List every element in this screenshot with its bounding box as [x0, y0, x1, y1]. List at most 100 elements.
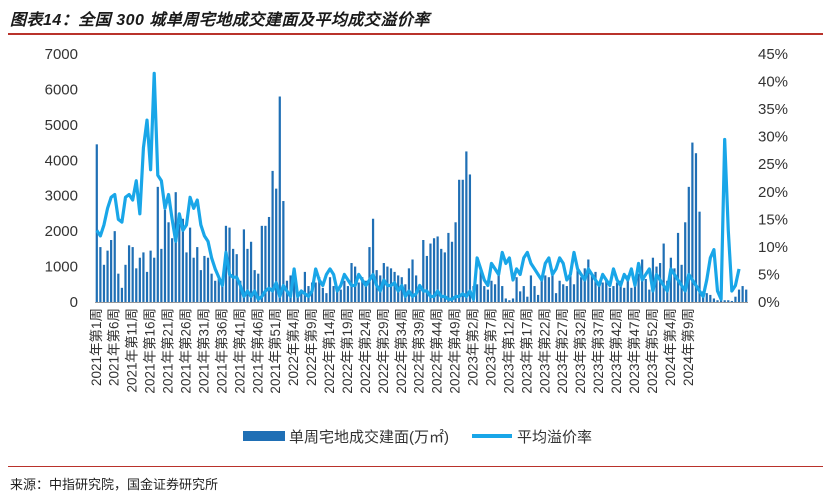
y-left-tick-label: 0 — [70, 294, 78, 311]
bar — [450, 241, 454, 302]
bar — [217, 278, 220, 302]
footer-rule — [8, 466, 823, 467]
bar — [393, 271, 396, 302]
bar — [203, 255, 206, 302]
bar — [723, 300, 726, 302]
bar — [572, 284, 576, 302]
bar — [565, 286, 568, 302]
bar — [149, 250, 152, 302]
bar — [648, 289, 651, 302]
x-tick-label: 2021年第6周 — [106, 308, 122, 386]
bar — [246, 248, 249, 302]
bar — [110, 240, 113, 302]
x-tick-label: 2021年第51周 — [267, 308, 283, 394]
bar — [716, 300, 719, 302]
bar — [454, 222, 457, 302]
bar — [275, 188, 278, 302]
bar — [361, 277, 364, 302]
bar — [601, 282, 604, 302]
x-tick-label: 2023年第7周 — [482, 308, 498, 386]
bar — [623, 287, 626, 302]
bar — [95, 144, 98, 302]
bar — [422, 240, 425, 302]
bar — [669, 257, 672, 302]
source-note: 来源：中指研究院，国金证券研究所 — [10, 477, 219, 492]
x-tick-label: 2022年第14周 — [321, 308, 337, 394]
bar — [282, 201, 285, 302]
bar — [605, 278, 608, 302]
bar — [504, 298, 507, 302]
bar — [633, 277, 637, 302]
line-series — [95, 71, 741, 301]
bar — [619, 280, 622, 302]
y-right-tick-label: 15% — [758, 211, 788, 228]
bar — [271, 170, 274, 302]
bar — [163, 209, 167, 302]
bar — [486, 289, 489, 302]
bar — [127, 245, 131, 302]
bar — [346, 286, 350, 302]
x-tick-label: 2022年第19周 — [339, 308, 355, 394]
bar — [174, 192, 177, 302]
bar — [199, 270, 202, 302]
bar — [745, 289, 748, 302]
bar — [479, 270, 482, 302]
bar — [558, 280, 561, 302]
bar — [145, 271, 149, 302]
bar — [515, 277, 518, 302]
x-tick-label: 2022年第24周 — [357, 308, 373, 394]
x-tick-label: 2021年第21周 — [160, 308, 176, 394]
bar — [676, 232, 680, 302]
x-tick-label: 2021年第41周 — [231, 308, 247, 394]
bar — [325, 293, 328, 302]
y-right-tick-label: 5% — [758, 266, 780, 283]
bar — [99, 247, 102, 302]
bar — [626, 275, 629, 302]
bar — [328, 277, 332, 302]
bar — [350, 263, 353, 302]
bar — [662, 243, 665, 302]
bar — [267, 216, 271, 302]
x-tick-label: 2023年第52周 — [644, 308, 660, 394]
bar — [737, 289, 741, 302]
bar — [432, 238, 436, 302]
bar — [436, 236, 439, 302]
bar — [458, 179, 461, 302]
bar — [587, 259, 590, 302]
bar — [171, 238, 174, 302]
bar — [264, 225, 267, 302]
bar — [730, 300, 733, 302]
bar — [651, 257, 655, 302]
right-axis-ticks: 0% 5% 10% 15% 20% 25% 30% 35% 40% 45% — [758, 46, 788, 311]
bar — [705, 293, 708, 302]
bar — [612, 286, 615, 302]
bar — [544, 275, 547, 302]
y-left-tick-label: 6000 — [45, 81, 78, 98]
bar — [102, 264, 106, 302]
bar — [508, 300, 511, 302]
bar — [687, 186, 690, 302]
bar — [536, 294, 540, 302]
x-tick-label: 2022年第49周 — [447, 308, 463, 394]
x-tick-label: 2022年第44周 — [429, 308, 445, 394]
bar — [339, 289, 342, 302]
bar — [734, 296, 737, 302]
bar — [300, 291, 303, 302]
x-tick-label: 2023年第47周 — [626, 308, 642, 394]
bar — [106, 250, 109, 302]
bar — [712, 298, 716, 302]
bar — [192, 257, 195, 302]
bar — [529, 275, 533, 302]
bar — [461, 179, 464, 302]
bar — [615, 282, 619, 302]
bar — [694, 153, 698, 302]
x-tick-label: 2021年第1周 — [88, 308, 104, 386]
x-tick-label: 2023年第12周 — [500, 308, 516, 394]
bar-series — [95, 96, 748, 302]
bar — [576, 270, 579, 302]
bar — [526, 296, 529, 302]
y-right-tick-label: 25% — [758, 156, 788, 173]
bar — [364, 280, 367, 302]
bar — [332, 286, 335, 302]
bar — [131, 247, 134, 302]
